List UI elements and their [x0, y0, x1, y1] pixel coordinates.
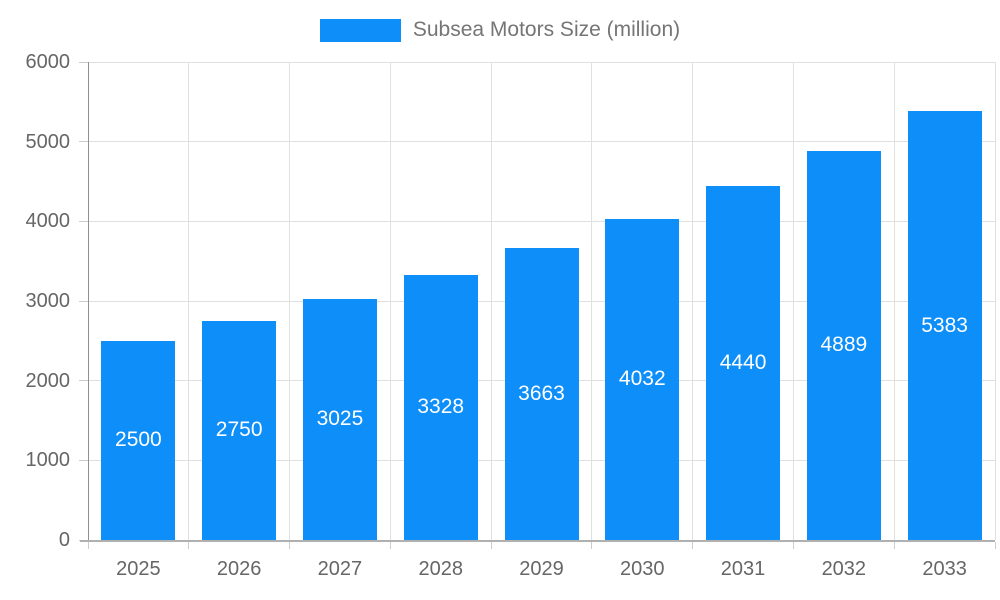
bar-2030[interactable]: 4032 — [605, 218, 680, 540]
x-axis-tick — [591, 542, 593, 549]
bar-2028[interactable]: 3328 — [403, 274, 478, 540]
bar-2031[interactable]: 4440 — [706, 186, 781, 540]
x-axis-tick — [188, 542, 190, 549]
bar-2032[interactable]: 4889 — [806, 150, 881, 540]
gridline-vertical — [490, 62, 492, 540]
gridline-vertical — [994, 62, 996, 540]
x-axis-tick-label: 2030 — [620, 558, 665, 580]
bar-2033[interactable]: 5383 — [907, 111, 982, 540]
bar-value-label: 4889 — [820, 333, 868, 357]
y-axis-tick-label: 3000 — [25, 290, 71, 312]
gridline-horizontal — [88, 141, 995, 143]
bar-value-label: 3025 — [316, 407, 364, 431]
bar-2026[interactable]: 2750 — [202, 320, 277, 540]
x-axis-tick-label: 2028 — [418, 558, 463, 580]
x-axis-tick — [87, 542, 89, 549]
gridline-vertical — [289, 62, 291, 540]
y-axis-tick — [79, 220, 88, 222]
y-axis-tick-label: 6000 — [25, 51, 71, 73]
gridline-vertical — [893, 62, 895, 540]
y-axis-line — [88, 62, 89, 542]
legend-label: Subsea Motors Size (million) — [412, 18, 681, 41]
bar-value-label: 2500 — [115, 428, 162, 452]
gridline-horizontal — [88, 61, 995, 63]
bar-value-label: 2750 — [215, 418, 263, 442]
x-axis-tick — [893, 542, 895, 549]
y-axis-tick-label: 4000 — [25, 210, 71, 233]
y-axis-tick — [79, 380, 88, 382]
y-axis-tick-label: 0 — [58, 529, 70, 551]
bar-value-label: 3663 — [518, 382, 565, 406]
x-axis-tick — [490, 542, 492, 549]
bar-2029[interactable]: 3663 — [504, 248, 579, 540]
x-axis-tick-label: 2031 — [720, 558, 766, 580]
x-axis-tick — [994, 542, 996, 549]
y-axis-tick-label: 1000 — [25, 449, 71, 472]
x-axis-tick — [289, 542, 291, 549]
x-axis-tick — [692, 542, 694, 549]
bar-value-label: 4440 — [719, 351, 767, 375]
bar-value-label: 5383 — [921, 313, 968, 337]
x-axis-tick-label: 2029 — [519, 558, 564, 580]
bar-value-label: 4032 — [618, 367, 666, 391]
bar-2025[interactable]: 2500 — [101, 340, 176, 540]
gridline-vertical — [692, 62, 694, 540]
gridline-vertical — [389, 62, 391, 540]
x-axis-tick-label: 2032 — [821, 558, 867, 580]
legend[interactable]: Subsea Motors Size (million) — [0, 18, 1000, 42]
x-axis-tick — [389, 542, 391, 549]
y-axis-tick — [79, 61, 88, 63]
x-axis-tick-label: 2026 — [216, 558, 262, 580]
x-axis-tick-label: 2027 — [317, 558, 363, 580]
y-axis-tick-label: 5000 — [25, 130, 71, 153]
y-axis-tick — [79, 300, 88, 302]
gridline-vertical — [188, 62, 190, 540]
gridline-vertical — [591, 62, 593, 540]
gridline-vertical — [792, 62, 794, 540]
y-axis-tick — [79, 459, 88, 461]
x-axis-line — [80, 540, 995, 542]
x-axis-tick-label: 2025 — [116, 558, 161, 580]
y-axis-tick — [79, 141, 88, 143]
y-axis-tick-label: 2000 — [25, 369, 71, 392]
bar-value-label: 3328 — [417, 395, 465, 419]
legend-swatch-icon — [319, 18, 401, 42]
x-axis-tick — [792, 542, 794, 549]
bar-2027[interactable]: 3025 — [302, 299, 377, 540]
x-axis-tick-label: 2033 — [922, 558, 967, 580]
gridline-horizontal — [88, 220, 995, 222]
